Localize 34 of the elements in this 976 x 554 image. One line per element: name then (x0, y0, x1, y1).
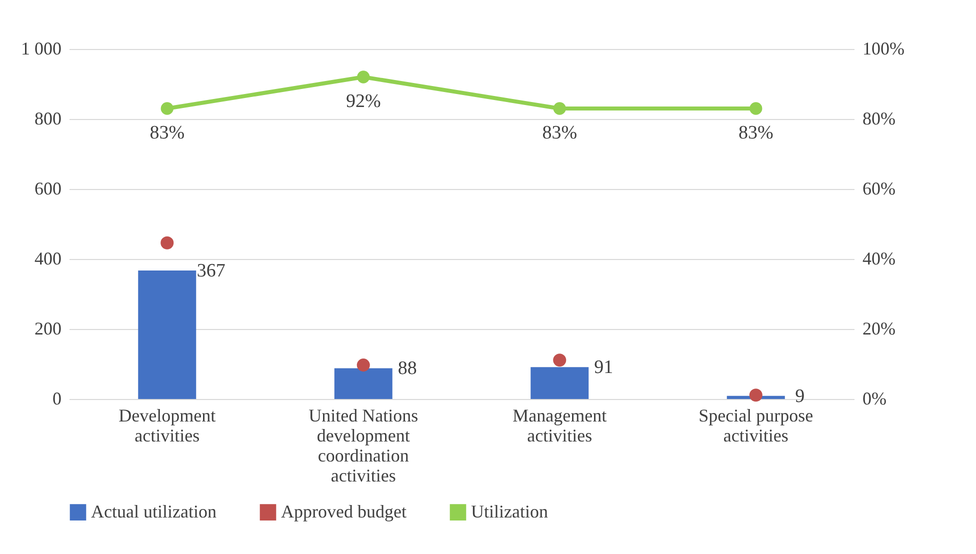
y-tick-label: 400 (34, 248, 62, 268)
point (553, 354, 566, 367)
x-tick-label: Development activities (118, 406, 216, 446)
data-label: 367 (196, 260, 226, 282)
bar (138, 270, 196, 399)
bar (530, 367, 589, 399)
bar (334, 368, 392, 399)
data-label: 9 (795, 386, 805, 407)
y-tick-label: 200 (34, 318, 62, 338)
legend-label: Approved budget (281, 501, 406, 522)
y2-tick-label: 100% (862, 38, 904, 58)
point (356, 358, 370, 372)
data-label: 83% (150, 122, 185, 144)
x-tick-label: United Nations development coordination activities (308, 406, 418, 486)
y-tick-label: 800 (34, 108, 62, 128)
data-label: 91 (594, 357, 614, 378)
data-label: 88 (398, 358, 417, 380)
data-label: 83% (542, 122, 578, 144)
y2-tick-label: 0% (862, 388, 886, 408)
x-tick-label: Special purpose activities (698, 406, 814, 446)
y2-tick-label: 40% (862, 248, 896, 268)
point (749, 388, 762, 402)
y-tick-label: 600 (34, 178, 62, 198)
y2-tick-label: 60% (862, 178, 896, 198)
y2-tick-label: 80% (862, 108, 896, 128)
x-tick-label: Management activities (512, 406, 607, 446)
legend-label: Utilization (471, 501, 548, 522)
y-tick-label: 1 000 (21, 38, 62, 58)
legend-label: Actual utilization (91, 501, 216, 522)
y2-tick-label: 20% (862, 318, 896, 338)
data-label: 92% (346, 91, 381, 112)
y-tick-label: 0 (52, 388, 62, 408)
point (160, 236, 174, 250)
data-label: 83% (738, 122, 774, 144)
